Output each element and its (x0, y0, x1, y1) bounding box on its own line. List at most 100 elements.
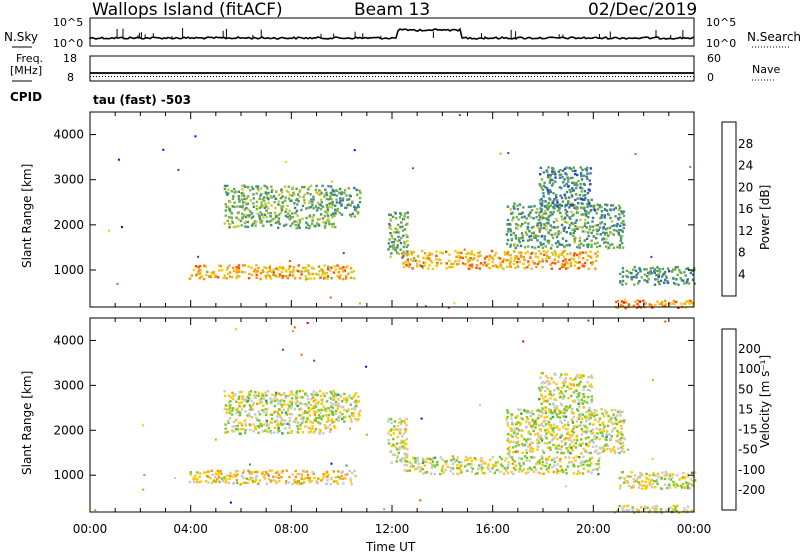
power-cell (595, 212, 598, 215)
power-cell (551, 261, 554, 265)
power-cell (435, 265, 438, 268)
nave-dot (147, 76, 148, 77)
power-cell (303, 201, 306, 205)
power-cell (329, 269, 332, 272)
power-cell (389, 213, 392, 217)
velocity-cell (444, 468, 447, 472)
power-cell (600, 210, 604, 213)
power-cell (557, 255, 560, 259)
power-cell (687, 282, 691, 285)
power-cell (258, 218, 262, 221)
velocity-cell (593, 409, 597, 412)
power-cell (330, 198, 334, 201)
velocity-cell (679, 484, 682, 488)
power-cell (309, 184, 313, 187)
velocity-cell (216, 469, 219, 473)
velocity-cell (541, 407, 544, 410)
power-cell (588, 179, 591, 182)
velocity-cell (325, 420, 329, 423)
power-cell (545, 206, 549, 209)
velocity-cell (319, 398, 323, 402)
velocity-cell (534, 422, 538, 426)
velocity-cell (509, 440, 512, 443)
power-cell (677, 306, 680, 309)
velocity-cell (529, 415, 532, 418)
velocity-cell (676, 504, 679, 507)
power-cell (258, 197, 261, 200)
velocity-cell (321, 400, 324, 403)
power-cell (614, 206, 617, 210)
power-cell (321, 205, 325, 208)
power-cell (259, 271, 263, 275)
power-cell (658, 302, 661, 306)
x-tick-label: 04:00 (173, 522, 208, 536)
velocity-cell (580, 438, 583, 441)
power-cell (471, 258, 474, 261)
power-cell (487, 262, 490, 265)
power-cell (503, 250, 507, 254)
power-cell (399, 241, 403, 245)
velocity-cell (575, 434, 579, 438)
power-cell (549, 198, 552, 201)
power-cell (292, 269, 295, 272)
velocity-cell (542, 472, 545, 475)
velocity-cell (627, 508, 631, 512)
power-cell (506, 205, 510, 208)
power-cell (324, 188, 327, 191)
velocity-colorbar-frame (721, 328, 737, 511)
velocity-cell (556, 425, 559, 428)
power-cell (499, 261, 502, 265)
power-cell (581, 263, 584, 266)
velocity-cell (535, 462, 538, 466)
power-cell (514, 246, 517, 250)
velocity-cell (664, 470, 667, 474)
velocity-cell (352, 411, 355, 415)
velocity-cell (465, 464, 468, 467)
velocity-cell (238, 405, 241, 408)
velocity-cell (567, 450, 570, 453)
power-cell (264, 202, 267, 205)
velocity-cell (670, 476, 674, 479)
velocity-cell (647, 478, 651, 481)
power-cell (336, 274, 339, 278)
power-cell (203, 264, 206, 267)
velocity-cell (508, 446, 511, 449)
power-cell (294, 223, 297, 227)
power-cell (607, 213, 611, 217)
power-cell (674, 282, 677, 286)
velocity-cell (285, 394, 288, 398)
power-cell (582, 265, 586, 268)
velocity-cell (562, 395, 566, 398)
velocity-cell (685, 481, 688, 484)
nave-dot (621, 76, 622, 77)
velocity-cell (265, 394, 268, 397)
nave-dot (288, 76, 289, 77)
power-cell (485, 264, 488, 267)
velocity-cell (612, 446, 616, 449)
velocity-cell (638, 475, 642, 478)
power-cell (656, 278, 659, 281)
velocity-cell (555, 405, 559, 408)
power-cell (514, 234, 517, 237)
velocity-cell (350, 483, 353, 486)
velocity-cell (270, 431, 273, 435)
velocity-cell (322, 472, 325, 476)
power-cell (243, 197, 246, 201)
velocity-cell (416, 456, 419, 460)
nave-dot (96, 76, 97, 77)
velocity-cell (500, 463, 503, 466)
velocity-cell (460, 464, 463, 467)
velocity-cell (218, 476, 221, 479)
power-cell (402, 245, 406, 249)
velocity-cell (506, 409, 509, 412)
velocity-cell (457, 467, 461, 470)
velocity-cell (605, 412, 608, 415)
power-cell (561, 263, 564, 266)
power-cell (470, 252, 473, 256)
velocity-cell (656, 472, 660, 476)
velocity-cell (548, 421, 551, 424)
power-cell (196, 270, 200, 274)
velocity-cell (614, 416, 617, 419)
velocity-cell (436, 460, 439, 464)
power-cell (329, 195, 332, 198)
